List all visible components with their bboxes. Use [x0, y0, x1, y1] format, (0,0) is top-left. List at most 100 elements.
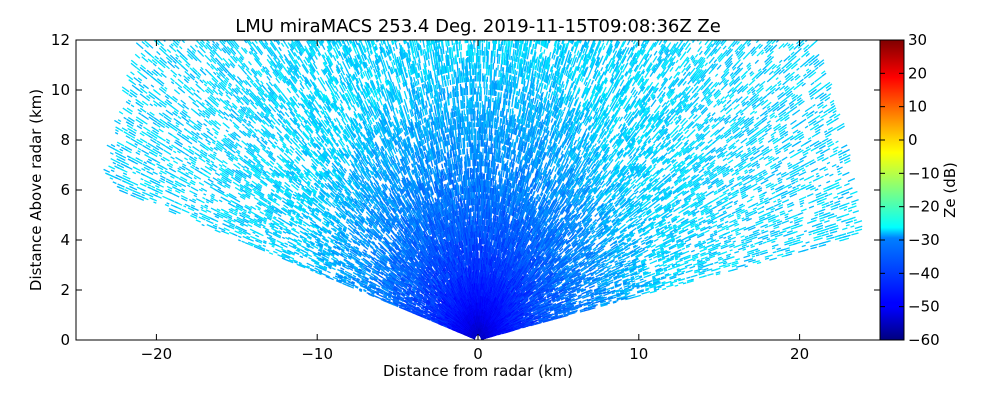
radar-echo-bin [754, 83, 760, 89]
radar-echo-bin [612, 301, 617, 304]
radar-echo-bin [777, 178, 783, 183]
radar-echo-bin [758, 216, 765, 221]
radar-echo-bin [752, 231, 759, 236]
radar-echo-bin [693, 220, 698, 223]
radar-echo-bin [808, 88, 817, 96]
radar-echo-bin [550, 292, 555, 296]
radar-echo-bin [720, 222, 724, 226]
radar-echo-bin [826, 180, 831, 184]
radar-echo-bin [752, 207, 758, 211]
radar-echo-bin [784, 213, 789, 217]
radar-echo-bin [724, 199, 729, 203]
radar-echo-bin [699, 245, 706, 250]
radar-echo-bin [774, 149, 780, 153]
radar-echo-bin [601, 281, 608, 285]
radar-echo-bin [575, 284, 582, 289]
radar-echo-bin [691, 254, 699, 259]
radar-echo-bin [750, 176, 758, 182]
radar-echo-bin [602, 290, 610, 295]
radar-echo-bin [808, 62, 814, 67]
radar-echo-bin [822, 243, 827, 247]
radar-echo-bin [755, 249, 761, 253]
radar-echo-bin [602, 263, 609, 268]
radar-echo-bin [778, 59, 783, 64]
radar-echo-bin [779, 210, 785, 214]
radar-echo-bin [816, 199, 822, 203]
radar-echo-bin [829, 230, 838, 234]
chart-title: LMU miraMACS 253.4 Deg. 2019-11-15T09:08… [235, 16, 721, 37]
radar-echo-bin [700, 232, 704, 235]
radar-echo-bin [622, 278, 629, 282]
radar-echo-bin [726, 255, 731, 259]
radar-echo-bin [594, 294, 603, 299]
radar-echo-bin [546, 294, 552, 299]
radar-echo-bin [819, 192, 828, 197]
radar-echo-bin [748, 185, 754, 190]
radar-echo-bin [808, 205, 815, 209]
radar-echo-bin [623, 288, 630, 292]
radar-echo-bin [811, 117, 817, 122]
radar-echo-bin [617, 256, 622, 259]
radar-echo-bin [708, 226, 713, 230]
radar-echo-bin [692, 233, 698, 238]
radar-echo-bin [766, 120, 771, 124]
radar-echo-bin [628, 183, 635, 191]
radar-echo-bin [771, 135, 775, 139]
radar-echo-bin [649, 290, 657, 294]
radar-echo-bin [770, 183, 778, 189]
radar-echo-bin [695, 96, 700, 102]
radar-echo-bin [844, 182, 850, 187]
radar-echo-bin [777, 200, 782, 203]
radar-echo-bin [651, 273, 661, 278]
radar-echo-bin [816, 202, 822, 206]
radar-echo-bin [792, 165, 799, 170]
radar-echo-bin [780, 136, 785, 140]
radar-echo-bin [604, 274, 609, 278]
radar-echo-bin [597, 287, 603, 291]
radar-echo-bin [555, 295, 561, 299]
radar-echo-bin [662, 238, 668, 242]
radar-echo-bin [825, 133, 832, 138]
radar-echo-bin [789, 250, 795, 253]
radar-echo-bin [565, 302, 572, 306]
radar-echo-bin [606, 264, 613, 269]
radar-echo-bin [529, 320, 534, 323]
radar-echo-bin [589, 202, 594, 208]
radar-echo-bin [698, 168, 705, 174]
radar-echo-bin [612, 299, 619, 303]
radar-echo-bin [629, 270, 635, 274]
radar-echo-bin [704, 256, 708, 259]
radar-echo-bin [587, 305, 597, 309]
radar-echo-bin [714, 73, 719, 77]
radar-echo-bin [652, 231, 661, 238]
radar-echo-bin [646, 226, 655, 233]
radar-echo-bin [730, 256, 735, 259]
radar-echo-bin [665, 280, 672, 284]
radar-echo-bin [673, 124, 680, 132]
radar-echo-bin [849, 220, 853, 223]
radar-echo-bin [794, 177, 799, 181]
radar-echo-bin [712, 251, 718, 254]
radar-echo-bin [812, 103, 816, 107]
radar-echo-bin [841, 219, 847, 223]
radar-echo-bin [590, 295, 595, 299]
radar-echo-bin [836, 125, 845, 131]
radar-echo-bin [775, 214, 780, 218]
radar-echo-bin [735, 232, 742, 236]
radar-echo-bin [611, 291, 615, 295]
radar-echo-bin [788, 238, 796, 243]
radar-echo-bin [807, 175, 815, 179]
radar-echo-bin [638, 248, 646, 254]
radar-echo-bin [754, 59, 759, 64]
radar-echo-bin [756, 165, 761, 169]
radar-echo-bin [775, 77, 779, 81]
radar-echo-bin [666, 257, 670, 260]
radar-echo-bin [680, 220, 689, 226]
radar-echo-bin [641, 262, 646, 266]
radar-echo-bin [835, 186, 843, 190]
radar-echo-bin [588, 283, 592, 286]
radar-echo-bin [711, 197, 720, 203]
radar-echo-bin [784, 247, 790, 250]
radar-echo-bin [546, 316, 552, 319]
radar-echo-bin [821, 201, 825, 204]
